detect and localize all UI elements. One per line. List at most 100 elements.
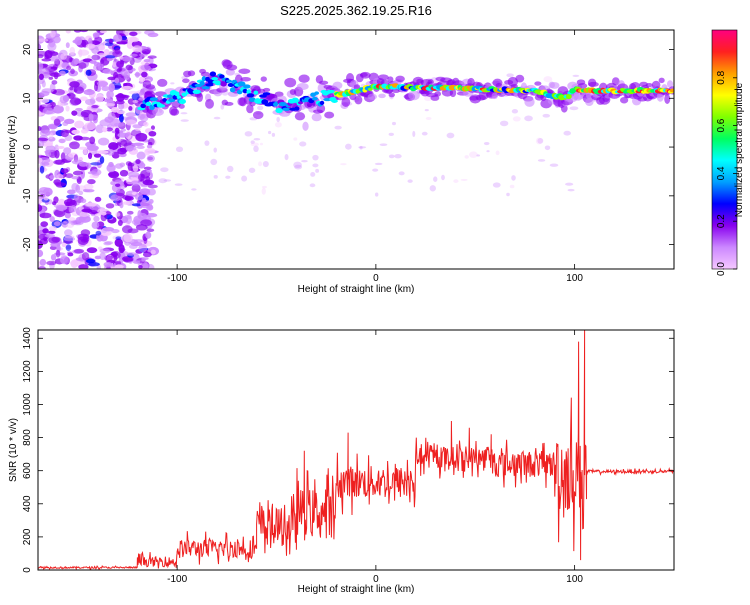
spectrogram-blob: [262, 185, 267, 189]
spectrogram-blob: [67, 252, 74, 257]
spectrogram-blob: [163, 179, 172, 182]
spectrogram-blob: [99, 30, 107, 34]
spectrogram-blob: [122, 201, 131, 205]
spectrogram-blob: [69, 260, 78, 266]
spectrogram-blob: [345, 143, 352, 150]
snr-series-line: [38, 330, 674, 570]
spectrogram-blob: [78, 190, 84, 196]
spectrogram-blob: [148, 131, 157, 137]
snr-y-tick-label: 200: [22, 528, 33, 545]
colorbar-tick-label: 0.4: [716, 166, 727, 180]
spectrogram-blob: [143, 166, 152, 170]
spectrogram-ridge-halo: [178, 103, 185, 109]
spectrogram-ridge-halo: [664, 94, 671, 104]
spectrogram-blob: [131, 92, 140, 101]
spectrogram-ridge-core: [199, 80, 205, 86]
spectrogram-blob: [75, 184, 81, 193]
spectrogram-blob: [65, 173, 74, 179]
spectrogram-blob: [141, 71, 148, 78]
spectrogram-blob: [99, 156, 105, 164]
spectrogram-ridge-core: [262, 92, 271, 96]
spectrogram-blob: [132, 164, 139, 173]
spectrogram-ridge-core: [307, 103, 312, 108]
spectrogram-blob: [38, 126, 42, 131]
spectrogram-ridge-core: [209, 71, 217, 77]
spectrogram-ridge-core: [278, 101, 287, 107]
spectrogram-blob: [105, 103, 115, 107]
spectrogram-blob: [535, 137, 543, 145]
spectrogram-blob: [312, 154, 319, 161]
spectrogram-blob: [117, 219, 123, 227]
spectrogram-blob: [267, 130, 272, 135]
spectrogram-blob: [299, 141, 307, 147]
spectrogram-blob: [77, 49, 90, 56]
spectrogram-blob: [293, 161, 302, 169]
spectrogram-blob: [248, 167, 256, 173]
spectrogram-ridge-core: [269, 93, 275, 99]
spectrogram-ridge-halo: [434, 91, 442, 97]
spectrogram-blob: [130, 180, 141, 186]
spectrogram-blob: [160, 167, 169, 173]
spectrogram-blob: [80, 229, 91, 237]
spectrogram-blob: [425, 116, 432, 120]
spectrogram-ridge-core: [207, 79, 215, 85]
spectrogram-blob: [124, 195, 132, 201]
spectrogram-blob: [78, 162, 88, 167]
spectrogram-blob: [115, 100, 125, 105]
spectrogram-blob: [119, 247, 126, 252]
spectrogram-blob: [105, 127, 114, 132]
spectrogram-blob: [132, 45, 143, 53]
spectrogram-ridge-halo: [332, 81, 343, 90]
spectrogram-blob: [94, 196, 102, 202]
spectrogram-blob: [537, 138, 544, 144]
spectrogram-blob: [96, 150, 109, 155]
spectrogram-blob: [122, 56, 132, 62]
spectrogram-blob: [180, 112, 188, 115]
spectrogram-blob: [143, 262, 149, 269]
spectrogram-ridge-core: [145, 101, 152, 107]
spectrogram-blob: [204, 140, 210, 146]
spectrogram-blob: [388, 132, 394, 136]
spectrogram-blob: [48, 236, 60, 244]
spectrogram-blob: [126, 210, 134, 215]
spectrogram-ridge-core: [201, 76, 207, 82]
spectrogram-blob: [54, 159, 66, 165]
spectrogram-ridge-halo: [142, 80, 152, 89]
spectrogram-blob: [79, 96, 88, 101]
spectrogram-blob: [89, 174, 96, 179]
spectrogram-blob: [53, 221, 61, 227]
spectrogram-blob: [549, 163, 559, 167]
spectrogram-blob: [93, 215, 100, 222]
spectrogram-blob: [142, 251, 152, 258]
colorbar-tick-label: 0.6: [716, 118, 727, 132]
spectrogram-blob: [96, 80, 109, 87]
spectrogram-blob: [374, 162, 383, 166]
spectrogram-x-tick-label: 100: [566, 273, 583, 284]
spectrogram-blob: [73, 30, 82, 33]
spectrogram-blob: [220, 104, 225, 110]
spectrogram-blob: [174, 183, 183, 186]
spectrogram-blob: [106, 90, 114, 99]
spectrogram-blob: [147, 55, 157, 59]
spectrogram-blob: [114, 127, 120, 134]
spectrogram-blob: [82, 188, 91, 193]
spectrogram-blob: [63, 147, 72, 155]
spectrogram-blob: [73, 86, 85, 94]
spectrogram-x-tick-label: -100: [167, 273, 187, 284]
snr-frame: [37, 329, 675, 571]
spectrogram-x-tick-label: 0: [373, 273, 379, 284]
spectrogram-blob: [135, 132, 148, 142]
spectrogram-blob: [103, 98, 114, 103]
spectrogram-blob: [259, 142, 264, 146]
spectrogram-ylabel: Frequency (Hz): [7, 116, 18, 185]
spectrogram-blob: [241, 175, 248, 182]
spectrogram-blob: [62, 121, 69, 127]
spectrogram-blob: [105, 203, 115, 209]
spectrogram-blob: [53, 179, 62, 185]
spectrogram-blob: [511, 109, 519, 114]
spectrogram-blob: [132, 124, 143, 129]
spectrogram-y-tick-label: 20: [22, 44, 33, 56]
spectrogram-blob: [464, 155, 469, 159]
spectrogram-blob: [100, 59, 105, 65]
spectrogram-blob: [50, 30, 56, 38]
